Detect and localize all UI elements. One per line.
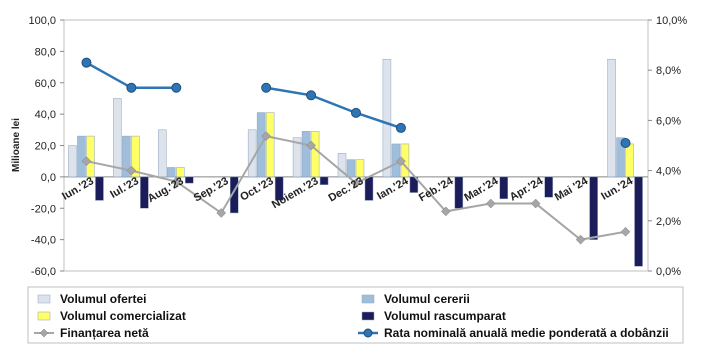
- category-label: Mar.'24: [462, 175, 501, 204]
- bar: [292, 137, 302, 178]
- bar: [454, 176, 464, 209]
- bar: [167, 167, 176, 178]
- category-label: Sep.'23: [192, 175, 231, 204]
- bar: [140, 176, 149, 209]
- point: [81, 156, 92, 167]
- bar: [319, 176, 329, 185]
- point: [620, 226, 631, 237]
- bar: [364, 176, 374, 201]
- category-label: Iun.'24: [599, 175, 636, 203]
- point: [126, 82, 137, 93]
- point: [81, 57, 92, 68]
- y2-tick-label: 6,0%: [656, 115, 681, 127]
- bar: [544, 176, 553, 198]
- legend-box: [27, 286, 684, 344]
- category-label: Apr.'24: [508, 175, 546, 204]
- bar: [185, 176, 194, 184]
- bar: [625, 143, 634, 178]
- category-label: Iun.'23: [60, 175, 96, 203]
- bar: [634, 176, 643, 267]
- bar: [499, 176, 509, 200]
- point: [440, 206, 451, 217]
- y-tick-label: 100,0: [28, 15, 56, 27]
- bars: [68, 58, 643, 267]
- y-tick-label: 80,0: [35, 46, 56, 58]
- bar: [355, 159, 365, 178]
- y-axis-label: Milioane lei: [11, 118, 22, 172]
- bar: [68, 145, 77, 178]
- point: [485, 198, 496, 209]
- point: [306, 140, 316, 151]
- bar: [301, 131, 311, 178]
- point: [261, 131, 272, 141]
- point: [620, 137, 631, 148]
- bar: [113, 98, 122, 178]
- y2-tick-label: 10,0%: [656, 15, 687, 27]
- legend-swatch-marker: [363, 328, 373, 338]
- bar: [122, 135, 131, 178]
- point: [216, 208, 227, 218]
- legend: Volumul ofertei Volumul cererii Volumul co…: [27, 286, 684, 344]
- y-tick-label: -40,0: [31, 235, 56, 247]
- category-label: Iul.'23: [108, 175, 141, 201]
- plot-area-border: [63, 19, 649, 272]
- bar: [616, 137, 625, 178]
- bar: [589, 176, 598, 240]
- y2-tick-label: 2,0%: [656, 216, 681, 228]
- point: [395, 122, 406, 133]
- legend-swatch: [37, 311, 51, 321]
- point: [261, 82, 272, 93]
- y-tick-label: 40,0: [35, 109, 56, 121]
- point: [171, 82, 182, 93]
- point: [126, 165, 137, 176]
- category-label: Dec.'23: [327, 175, 366, 204]
- legend-label: Finanțarea netă: [60, 326, 149, 340]
- category-label: Mai '24: [553, 175, 591, 204]
- bar: [265, 112, 275, 178]
- bar: [95, 176, 104, 201]
- category-label: Oct.'23: [238, 175, 275, 204]
- bar: [86, 135, 95, 178]
- bar: [77, 135, 86, 178]
- point: [351, 107, 361, 118]
- legend-label: Volumul rascumparat: [384, 309, 506, 323]
- legend-label: Volumul ofertei: [60, 292, 146, 306]
- bar: [229, 176, 239, 214]
- legend-swatch: [361, 311, 375, 321]
- legend-swatch: [37, 294, 51, 304]
- bar: [337, 153, 347, 178]
- y-tick-label: 20,0: [35, 141, 56, 153]
- point: [171, 176, 182, 187]
- legend-swatch-marker: [39, 328, 49, 338]
- y-tick-label: -20,0: [31, 203, 56, 215]
- legend-label: Rata nominală anuală medie ponderată a d…: [384, 326, 669, 340]
- y2-tick-label: 8,0%: [656, 65, 681, 77]
- point: [351, 178, 361, 189]
- bar: [607, 58, 616, 178]
- series-line: [265, 86, 402, 130]
- y-tick-label: -60,0: [31, 266, 56, 278]
- lines: [81, 57, 631, 245]
- bar: [131, 135, 140, 178]
- bar: [346, 159, 356, 178]
- legend-swatch: [361, 294, 375, 304]
- y-tick-label: 0,0: [41, 172, 56, 184]
- legend-label: Volumul comercializat: [60, 309, 186, 323]
- y2-tick-label: 0,0%: [656, 266, 681, 278]
- category-label: Ian.'24: [375, 175, 411, 203]
- bar: [310, 131, 320, 178]
- bar: [274, 176, 284, 201]
- y-tick-label: 60,0: [35, 78, 56, 90]
- point: [575, 234, 586, 245]
- point: [306, 90, 317, 101]
- point: [396, 156, 406, 167]
- y2-tick-label: 4,0%: [656, 166, 681, 178]
- legend-label: Volumul cererii: [384, 292, 470, 306]
- bar: [382, 58, 392, 178]
- point: [530, 198, 541, 209]
- bar: [158, 129, 167, 178]
- bar: [176, 167, 185, 178]
